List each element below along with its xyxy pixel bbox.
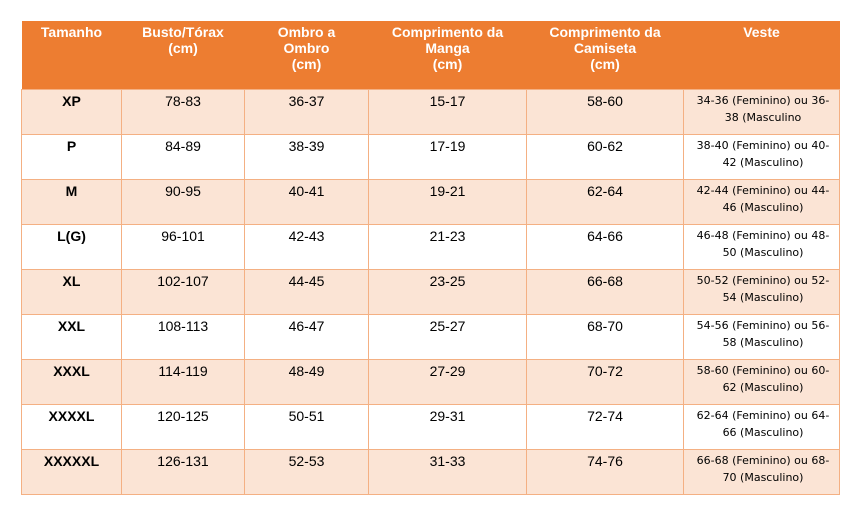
size-cell: XP xyxy=(21,88,122,135)
bust-cell: 78-83 xyxy=(121,88,245,135)
table-row: XP 78-83 36-37 15-17 58-60 34-36 (Femini… xyxy=(21,88,840,135)
sleeve-cell: 15-17 xyxy=(368,88,527,135)
fits-cell: 66-68 (Feminino) ou 68-70 (Masculino) xyxy=(683,448,840,495)
fits-cell: 34-36 (Feminino) ou 36-38 (Masculino xyxy=(683,88,840,135)
shirt-length-cell: 72-74 xyxy=(526,403,684,450)
bust-cell: 120-125 xyxy=(121,403,245,450)
shoulder-cell: 42-43 xyxy=(244,223,369,270)
table-row: XL 102-107 44-45 23-25 66-68 50-52 (Femi… xyxy=(21,268,840,315)
size-cell: XXXXL xyxy=(21,403,122,450)
fits-cell: 50-52 (Feminino) ou 52-54 (Masculino) xyxy=(683,268,840,315)
table-row: XXL 108-113 46-47 25-27 68-70 54-56 (Fem… xyxy=(21,313,840,360)
size-cell: XXXL xyxy=(21,358,122,405)
shoulder-cell: 40-41 xyxy=(244,178,369,225)
table-row: XXXXL 120-125 50-51 29-31 72-74 62-64 (F… xyxy=(21,403,840,450)
bust-cell: 114-119 xyxy=(121,358,245,405)
sleeve-cell: 25-27 xyxy=(368,313,527,360)
header-size: Tamanho xyxy=(21,21,122,89)
size-cell: XXXXXL xyxy=(21,448,122,495)
size-cell: XXL xyxy=(21,313,122,360)
header-shoulder: Ombro a Ombro (cm) xyxy=(244,21,369,89)
fits-cell: 54-56 (Feminino) ou 56-58 (Masculino) xyxy=(683,313,840,360)
sleeve-cell: 17-19 xyxy=(368,133,527,180)
shoulder-cell: 46-47 xyxy=(244,313,369,360)
shoulder-cell: 48-49 xyxy=(244,358,369,405)
table-row: XXXXXL 126-131 52-53 31-33 74-76 66-68 (… xyxy=(21,448,840,495)
shoulder-cell: 36-37 xyxy=(244,88,369,135)
size-cell: XL xyxy=(21,268,122,315)
header-row: Tamanho Busto/Tórax (cm) Ombro a Ombro (… xyxy=(21,21,840,89)
sleeve-cell: 27-29 xyxy=(368,358,527,405)
header-sleeve-length: Comprimento da Manga (cm) xyxy=(368,21,527,89)
bust-cell: 96-101 xyxy=(121,223,245,270)
shirt-length-cell: 62-64 xyxy=(526,178,684,225)
sleeve-cell: 21-23 xyxy=(368,223,527,270)
size-cell: L(G) xyxy=(21,223,122,270)
bust-cell: 90-95 xyxy=(121,178,245,225)
shirt-length-cell: 66-68 xyxy=(526,268,684,315)
shoulder-cell: 52-53 xyxy=(244,448,369,495)
size-cell: M xyxy=(21,178,122,225)
fits-cell: 58-60 (Feminino) ou 60-62 (Masculino) xyxy=(683,358,840,405)
sleeve-cell: 19-21 xyxy=(368,178,527,225)
shirt-length-cell: 58-60 xyxy=(526,88,684,135)
shoulder-cell: 38-39 xyxy=(244,133,369,180)
bust-cell: 108-113 xyxy=(121,313,245,360)
shirt-length-cell: 70-72 xyxy=(526,358,684,405)
header-shirt-length: Comprimento da Camiseta (cm) xyxy=(526,21,684,89)
size-chart-table: Tamanho Busto/Tórax (cm) Ombro a Ombro (… xyxy=(21,21,840,495)
table-row: L(G) 96-101 42-43 21-23 64-66 46-48 (Fem… xyxy=(21,223,840,270)
shoulder-cell: 50-51 xyxy=(244,403,369,450)
sleeve-cell: 23-25 xyxy=(368,268,527,315)
table-row: M 90-95 40-41 19-21 62-64 42-44 (Feminin… xyxy=(21,178,840,225)
fits-cell: 38-40 (Feminino) ou 40-42 (Masculino) xyxy=(683,133,840,180)
table-row: XXXL 114-119 48-49 27-29 70-72 58-60 (Fe… xyxy=(21,358,840,405)
shirt-length-cell: 64-66 xyxy=(526,223,684,270)
bust-cell: 126-131 xyxy=(121,448,245,495)
shirt-length-cell: 74-76 xyxy=(526,448,684,495)
sleeve-cell: 31-33 xyxy=(368,448,527,495)
bust-cell: 102-107 xyxy=(121,268,245,315)
header-bust: Busto/Tórax (cm) xyxy=(121,21,245,89)
shoulder-cell: 44-45 xyxy=(244,268,369,315)
shirt-length-cell: 68-70 xyxy=(526,313,684,360)
bust-cell: 84-89 xyxy=(121,133,245,180)
fits-cell: 62-64 (Feminino) ou 64-66 (Masculino) xyxy=(683,403,840,450)
fits-cell: 42-44 (Feminino) ou 44-46 (Masculino) xyxy=(683,178,840,225)
size-cell: P xyxy=(21,133,122,180)
fits-cell: 46-48 (Feminino) ou 48-50 (Masculino) xyxy=(683,223,840,270)
sleeve-cell: 29-31 xyxy=(368,403,527,450)
shirt-length-cell: 60-62 xyxy=(526,133,684,180)
header-fits: Veste xyxy=(683,21,840,89)
table-row: P 84-89 38-39 17-19 60-62 38-40 (Feminin… xyxy=(21,133,840,180)
